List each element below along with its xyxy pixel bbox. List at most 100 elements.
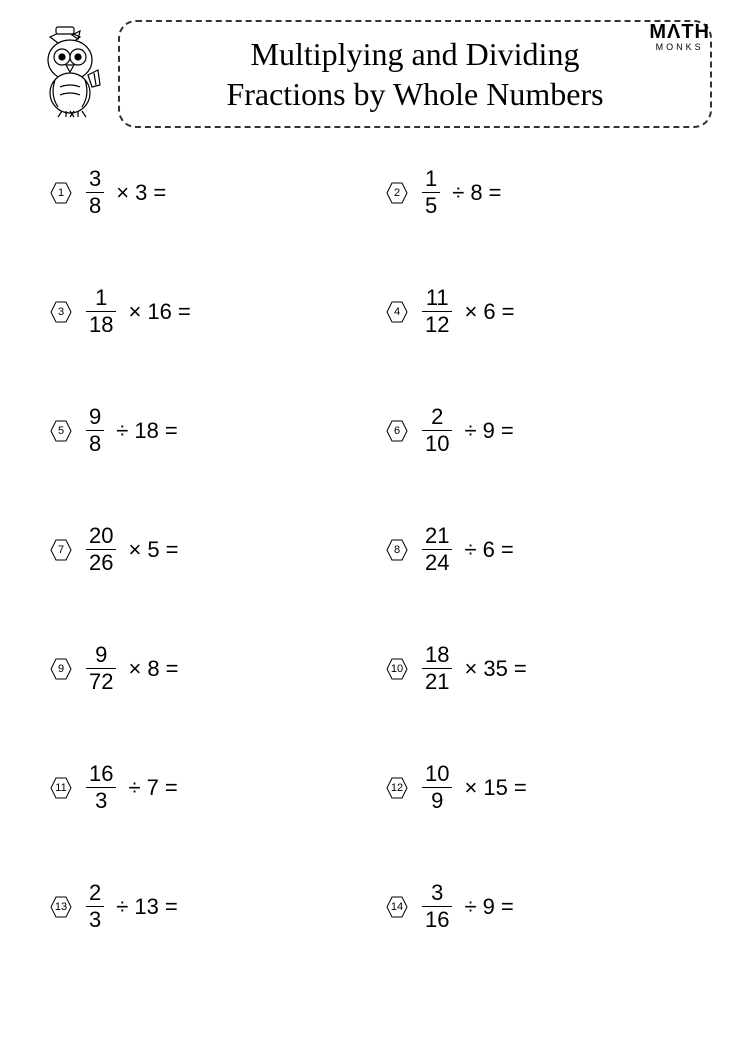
operator: ×: [128, 299, 141, 325]
problem-item: 1 38 × 3 =: [50, 168, 366, 217]
denominator: 12: [422, 311, 452, 336]
problem-number: 8: [394, 544, 400, 556]
denominator: 8: [86, 430, 104, 455]
problem-number: 6: [394, 425, 400, 437]
fraction: 38: [86, 168, 104, 217]
numerator: 3: [428, 882, 446, 906]
problem-number-hexagon: 14: [386, 896, 408, 918]
operator: ÷: [116, 418, 128, 444]
operator: ÷: [116, 894, 128, 920]
logo-text-bottom: MONKS: [649, 42, 710, 54]
whole-number: 5: [147, 537, 159, 563]
problem-number-hexagon: 3: [50, 301, 72, 323]
equals-sign: =: [489, 180, 502, 206]
denominator: 24: [422, 549, 452, 574]
fraction: 316: [422, 882, 452, 931]
problem-number-hexagon: 4: [386, 301, 408, 323]
title-box: Multiplying and Dividing Fractions by Wh…: [118, 20, 712, 128]
denominator: 5: [422, 192, 440, 217]
problem-number-hexagon: 1: [50, 182, 72, 204]
whole-number: 18: [134, 418, 158, 444]
whole-number: 35: [483, 656, 507, 682]
whole-number: 6: [483, 299, 495, 325]
fraction: 2124: [422, 525, 452, 574]
fraction: 972: [86, 644, 116, 693]
fraction: 210: [422, 406, 452, 455]
denominator: 3: [86, 787, 116, 812]
equals-sign: =: [501, 894, 514, 920]
whole-number: 8: [147, 656, 159, 682]
problem-item: 12109×15=: [386, 763, 702, 812]
title-line-2: Fractions by Whole Numbers: [140, 74, 690, 114]
denominator: 16: [422, 906, 452, 931]
whole-number: 13: [134, 894, 158, 920]
fraction: 15: [422, 168, 440, 217]
owl-mascot-icon: [30, 25, 110, 120]
problem-item: 6210÷9=: [386, 406, 702, 455]
equals-sign: =: [178, 299, 191, 325]
fraction: 118: [86, 287, 116, 336]
operator: ÷: [464, 894, 476, 920]
denominator: 3: [86, 906, 104, 931]
problem-number: 4: [394, 306, 400, 318]
problem-number-hexagon: 11: [50, 777, 72, 799]
problem-number: 11: [55, 782, 66, 794]
problem-number-hexagon: 9: [50, 658, 72, 680]
whole-number: 9: [483, 418, 495, 444]
mathmonks-logo: MΛTH MONKS: [649, 22, 710, 54]
operator: ×: [464, 656, 477, 682]
numerator: 18: [422, 644, 452, 668]
problem-number-hexagon: 8: [386, 539, 408, 561]
numerator: 3: [86, 168, 104, 192]
problem-number: 10: [391, 663, 403, 675]
problem-item: 5 98 ÷18 =: [50, 406, 366, 455]
problem-item: 14316÷9=: [386, 882, 702, 931]
problem-item: 72026×5=: [50, 525, 366, 574]
numerator: 16: [86, 763, 116, 787]
equals-sign: =: [501, 418, 514, 444]
numerator: 10: [422, 763, 452, 787]
operator: ÷: [128, 775, 140, 801]
problem-item: 1323÷13=: [50, 882, 366, 931]
equals-sign: =: [153, 180, 166, 206]
denominator: 10: [422, 430, 452, 455]
operator: ×: [128, 656, 141, 682]
equals-sign: =: [514, 656, 527, 682]
problem-item: 82124÷6=: [386, 525, 702, 574]
operator: ÷: [452, 180, 464, 206]
problem-number: 1: [58, 187, 64, 199]
logo-text-top: MΛTH: [649, 22, 710, 42]
denominator: 9: [422, 787, 452, 812]
numerator: 2: [428, 406, 446, 430]
operator: ÷: [464, 537, 476, 563]
problem-item: 3118×16=: [50, 287, 366, 336]
problem-number: 2: [394, 187, 400, 199]
problem-number: 7: [58, 544, 64, 556]
numerator: 9: [86, 406, 104, 430]
denominator: 26: [86, 549, 116, 574]
problem-number-hexagon: 5: [50, 420, 72, 442]
worksheet-header: Multiplying and Dividing Fractions by Wh…: [0, 0, 742, 138]
equals-sign: =: [166, 537, 179, 563]
equals-sign: =: [165, 418, 178, 444]
numerator: 1: [92, 287, 110, 311]
problem-number-hexagon: 10: [386, 658, 408, 680]
fraction: 1112: [422, 287, 452, 336]
whole-number: 15: [483, 775, 507, 801]
fraction: 109: [422, 763, 452, 812]
operator: ×: [116, 180, 129, 206]
equals-sign: =: [165, 894, 178, 920]
equals-sign: =: [514, 775, 527, 801]
equals-sign: =: [166, 656, 179, 682]
problem-item: 9 972 ×8 =: [50, 644, 366, 693]
numerator: 2: [86, 882, 104, 906]
fraction: 1821: [422, 644, 452, 693]
operator: ×: [464, 299, 477, 325]
problem-number: 12: [391, 782, 403, 794]
fraction: 163: [86, 763, 116, 812]
problem-number: 13: [55, 901, 67, 913]
title-line-1: Multiplying and Dividing: [140, 34, 690, 74]
problem-number: 14: [391, 901, 403, 913]
equals-sign: =: [501, 537, 514, 563]
problem-number: 5: [58, 425, 64, 437]
